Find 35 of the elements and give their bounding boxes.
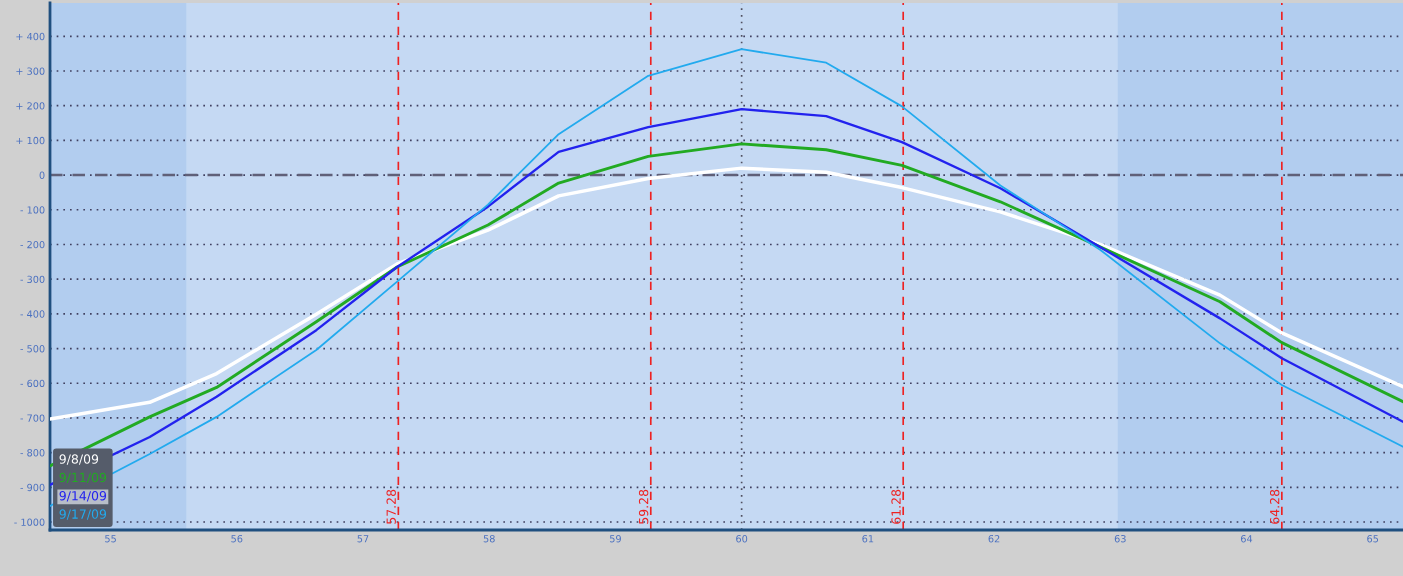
series-label: 9/17/09 — [59, 509, 107, 520]
text: 9/8/09 — [59, 454, 99, 465]
x-tick-label: 56 — [231, 535, 243, 543]
y-tick-label: - 200 — [20, 240, 45, 249]
x-tick-label: 65 — [1367, 535, 1379, 543]
y-tick-label: - 600 — [20, 379, 45, 388]
x-tick-label: 58 — [483, 535, 495, 543]
y-tick-label: 0 — [39, 171, 45, 179]
x-tick-label: 55 — [105, 535, 116, 543]
x-tick-label: 60 — [736, 535, 748, 543]
y-tick-label: - 100 — [20, 206, 45, 214]
x-tick-label: 59 — [610, 535, 621, 543]
y-tick-label: - 300 — [20, 275, 45, 283]
y-tick-label: + 200 — [16, 102, 45, 110]
x-tick-label: 64 — [1240, 535, 1253, 543]
x-tick-label: 63 — [1114, 535, 1126, 543]
x-tick-label: 61 — [862, 535, 874, 543]
y-tick-label: - 1000 — [14, 518, 45, 526]
line-series — [50, 166, 1403, 421]
y-tick-label: + 400 — [16, 32, 45, 41]
x-tick-label: 62 — [988, 535, 1000, 543]
y-tick-label: + 100 — [16, 136, 45, 145]
y-tick-label: - 400 — [20, 310, 45, 318]
ref-line-label: 59.28 — [638, 489, 649, 524]
series-label: 9/14/09 — [59, 491, 107, 502]
ref-line-label: 61.28 — [891, 489, 901, 524]
series-label: 9/11/09 — [59, 472, 107, 484]
y-tick-label: + 300 — [16, 67, 45, 75]
y-tick-label: - 900 — [20, 483, 45, 492]
y-tick-label: - 500 — [20, 345, 45, 353]
x-tick-label: 57 — [357, 535, 369, 543]
y-tick-label: - 700 — [20, 414, 45, 422]
ref-line-label: 57.28 — [386, 489, 396, 524]
y-tick-label: - 800 — [20, 449, 45, 457]
ref-line-label: 64.28 — [1269, 489, 1280, 524]
